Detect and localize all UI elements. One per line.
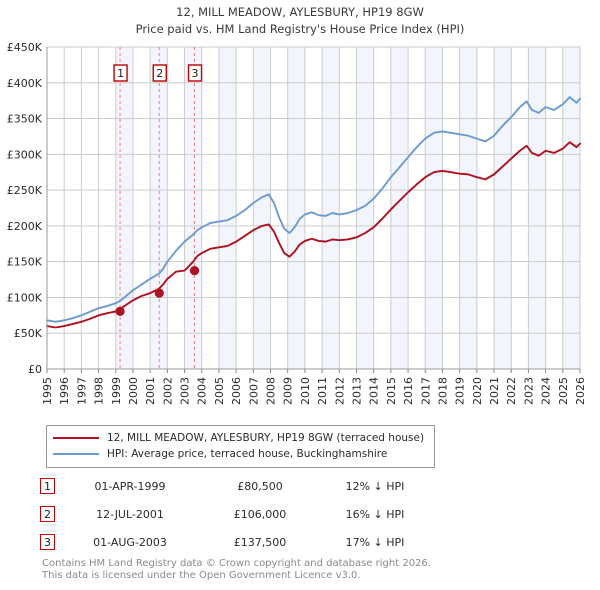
- legend-label-price-paid: 12, MILL MEADOW, AYLESBURY, HP19 8GW (te…: [107, 432, 425, 444]
- legend-swatch-hpi: [53, 453, 99, 455]
- x-axis-tick-label: 2019: [454, 377, 467, 405]
- year-band: [253, 47, 271, 369]
- year-band: [287, 47, 305, 369]
- chart-canvas: £0 £50K £100K £150K £200K £250K £300K £350K £400…: [7, 41, 587, 405]
- transaction-marker-badge: 1: [40, 478, 55, 494]
- year-band: [218, 47, 237, 369]
- year-band: [115, 47, 133, 369]
- table-row: 1 01-APR-1999 £80,500 12% ↓ HPI: [40, 472, 460, 500]
- price-history-chart: £0 £50K £100K £150K £200K £250K £300K £350K £400…: [7, 41, 587, 405]
- x-axis-tick-label: 2005: [213, 377, 226, 405]
- x-axis-tick-label: 2012: [333, 377, 346, 405]
- x-axis-tick-label: 2004: [196, 377, 209, 405]
- y-axis-tick-label: £450K: [7, 41, 43, 54]
- x-axis-tick-label: 2022: [505, 377, 518, 405]
- transaction-point-marker: [115, 306, 125, 316]
- year-band: [356, 47, 374, 369]
- attribution-footer: Contains HM Land Registry data © Crown c…: [42, 558, 562, 582]
- chart-title-block: 12, MILL MEADOW, AYLESBURY, HP19 8GW Pri…: [0, 4, 600, 38]
- copyright-line: Contains HM Land Registry data © Crown c…: [42, 558, 431, 569]
- x-axis-tick-label: 2016: [402, 377, 415, 405]
- transaction-point-marker: [189, 266, 200, 276]
- transaction-hpi-delta: 17% ↓ HPI: [345, 535, 405, 549]
- legend-label-hpi: HPI: Average price, terraced house, Buck…: [107, 448, 388, 460]
- chart-marker-number: 2: [156, 67, 163, 80]
- x-axis-tick-label: 2018: [436, 377, 449, 405]
- chart-marker-number: 1: [117, 67, 124, 80]
- y-axis-tick-label: £200K: [7, 220, 43, 233]
- chart-legend: 12, MILL MEADOW, AYLESBURY, HP19 8GW (te…: [46, 425, 435, 468]
- table-row: 2 12-JUL-2001 £106,000 16% ↓ HPI: [40, 500, 460, 528]
- year-band: [494, 47, 512, 369]
- year-band: [184, 47, 202, 369]
- licence-line: This data is licensed under the Open Gov…: [42, 570, 361, 581]
- year-band: [425, 47, 443, 369]
- x-axis-tick-label: 2011: [316, 377, 329, 405]
- chart-marker-box: [187, 64, 203, 82]
- chart-marker-box: [152, 64, 167, 82]
- legend-swatch-price-paid: [53, 437, 99, 439]
- transaction-date: 01-APR-1999: [94, 479, 166, 493]
- x-axis-tick-label: 2010: [299, 377, 312, 405]
- y-axis-tick-label: £100K: [7, 291, 43, 304]
- x-axis-tick-label: 2015: [385, 377, 398, 405]
- x-axis-tick-label: 2009: [282, 377, 295, 405]
- transaction-price: £80,500: [237, 479, 283, 493]
- transaction-price: £106,000: [233, 507, 287, 521]
- page-title: 12, MILL MEADOW, AYLESBURY, HP19 8GW: [176, 5, 424, 19]
- year-band: [150, 47, 168, 369]
- year-band: [562, 47, 580, 369]
- year-band: [459, 47, 477, 369]
- transaction-date: 12-JUL-2001: [96, 507, 164, 521]
- x-axis-tick-label: 2020: [471, 377, 484, 405]
- transaction-point-marker: [154, 288, 164, 298]
- x-axis-tick-label: 1997: [75, 377, 88, 405]
- x-axis-tick-label: 2024: [540, 377, 553, 405]
- x-axis-tick-label: 2026: [574, 377, 587, 405]
- chart-marker-number: 3: [192, 67, 199, 80]
- transactions-table: 1 01-APR-1999 £80,500 12% ↓ HPI 2 12-JUL…: [40, 472, 460, 556]
- chart-marker-box: [113, 64, 128, 82]
- year-band: [528, 47, 546, 369]
- y-axis-tick-label: £50K: [14, 327, 43, 340]
- year-band: [322, 47, 340, 369]
- transaction-price: £137,500: [233, 535, 287, 549]
- transaction-hpi-delta: 12% ↓ HPI: [345, 479, 405, 493]
- y-axis-tick-label: £250K: [7, 184, 43, 197]
- transaction-marker-badge: 2: [40, 506, 55, 522]
- series-line: [46, 96, 581, 323]
- y-axis-tick-label: £400K: [7, 77, 43, 90]
- x-axis-tick-label: 1996: [58, 377, 71, 405]
- y-axis-tick-label: £350K: [7, 113, 43, 126]
- x-axis-tick-label: 2003: [179, 377, 192, 405]
- year-band: [390, 47, 409, 369]
- transaction-hpi-delta: 16% ↓ HPI: [345, 507, 405, 521]
- x-axis-tick-label: 2017: [419, 377, 432, 405]
- x-axis-tick-label: 2014: [368, 377, 381, 405]
- x-axis-tick-label: 2013: [350, 377, 363, 405]
- x-axis-tick-label: 1995: [41, 377, 54, 405]
- y-axis-tick-label: £300K: [7, 148, 43, 161]
- x-axis-tick-label: 2007: [247, 377, 260, 405]
- series-line: [46, 141, 581, 329]
- legend-item-hpi: HPI: Average price, terraced house, Buck…: [53, 446, 428, 462]
- x-axis-tick-label: 2023: [522, 377, 535, 405]
- x-axis-tick-label: 2002: [161, 377, 174, 405]
- legend-item-price-paid: 12, MILL MEADOW, AYLESBURY, HP19 8GW (te…: [53, 430, 428, 446]
- x-axis-tick-label: 2021: [488, 377, 501, 405]
- x-axis-tick-label: 2025: [557, 377, 570, 405]
- y-axis-tick-label: £150K: [7, 256, 43, 269]
- transaction-marker-badge: 3: [40, 534, 55, 550]
- x-axis-tick-label: 1998: [93, 377, 106, 405]
- x-axis-tick-label: 2008: [265, 377, 278, 405]
- x-axis-tick-label: 1999: [110, 377, 123, 405]
- transaction-date: 01-AUG-2003: [93, 535, 167, 549]
- x-axis-tick-label: 2000: [127, 377, 140, 405]
- table-row: 3 01-AUG-2003 £137,500 17% ↓ HPI: [40, 528, 460, 556]
- y-axis-tick-label: £0: [28, 363, 42, 376]
- page-subtitle: Price paid vs. HM Land Registry's House …: [135, 22, 465, 36]
- x-axis-tick-label: 2006: [230, 377, 243, 405]
- x-axis-tick-label: 2001: [144, 377, 157, 405]
